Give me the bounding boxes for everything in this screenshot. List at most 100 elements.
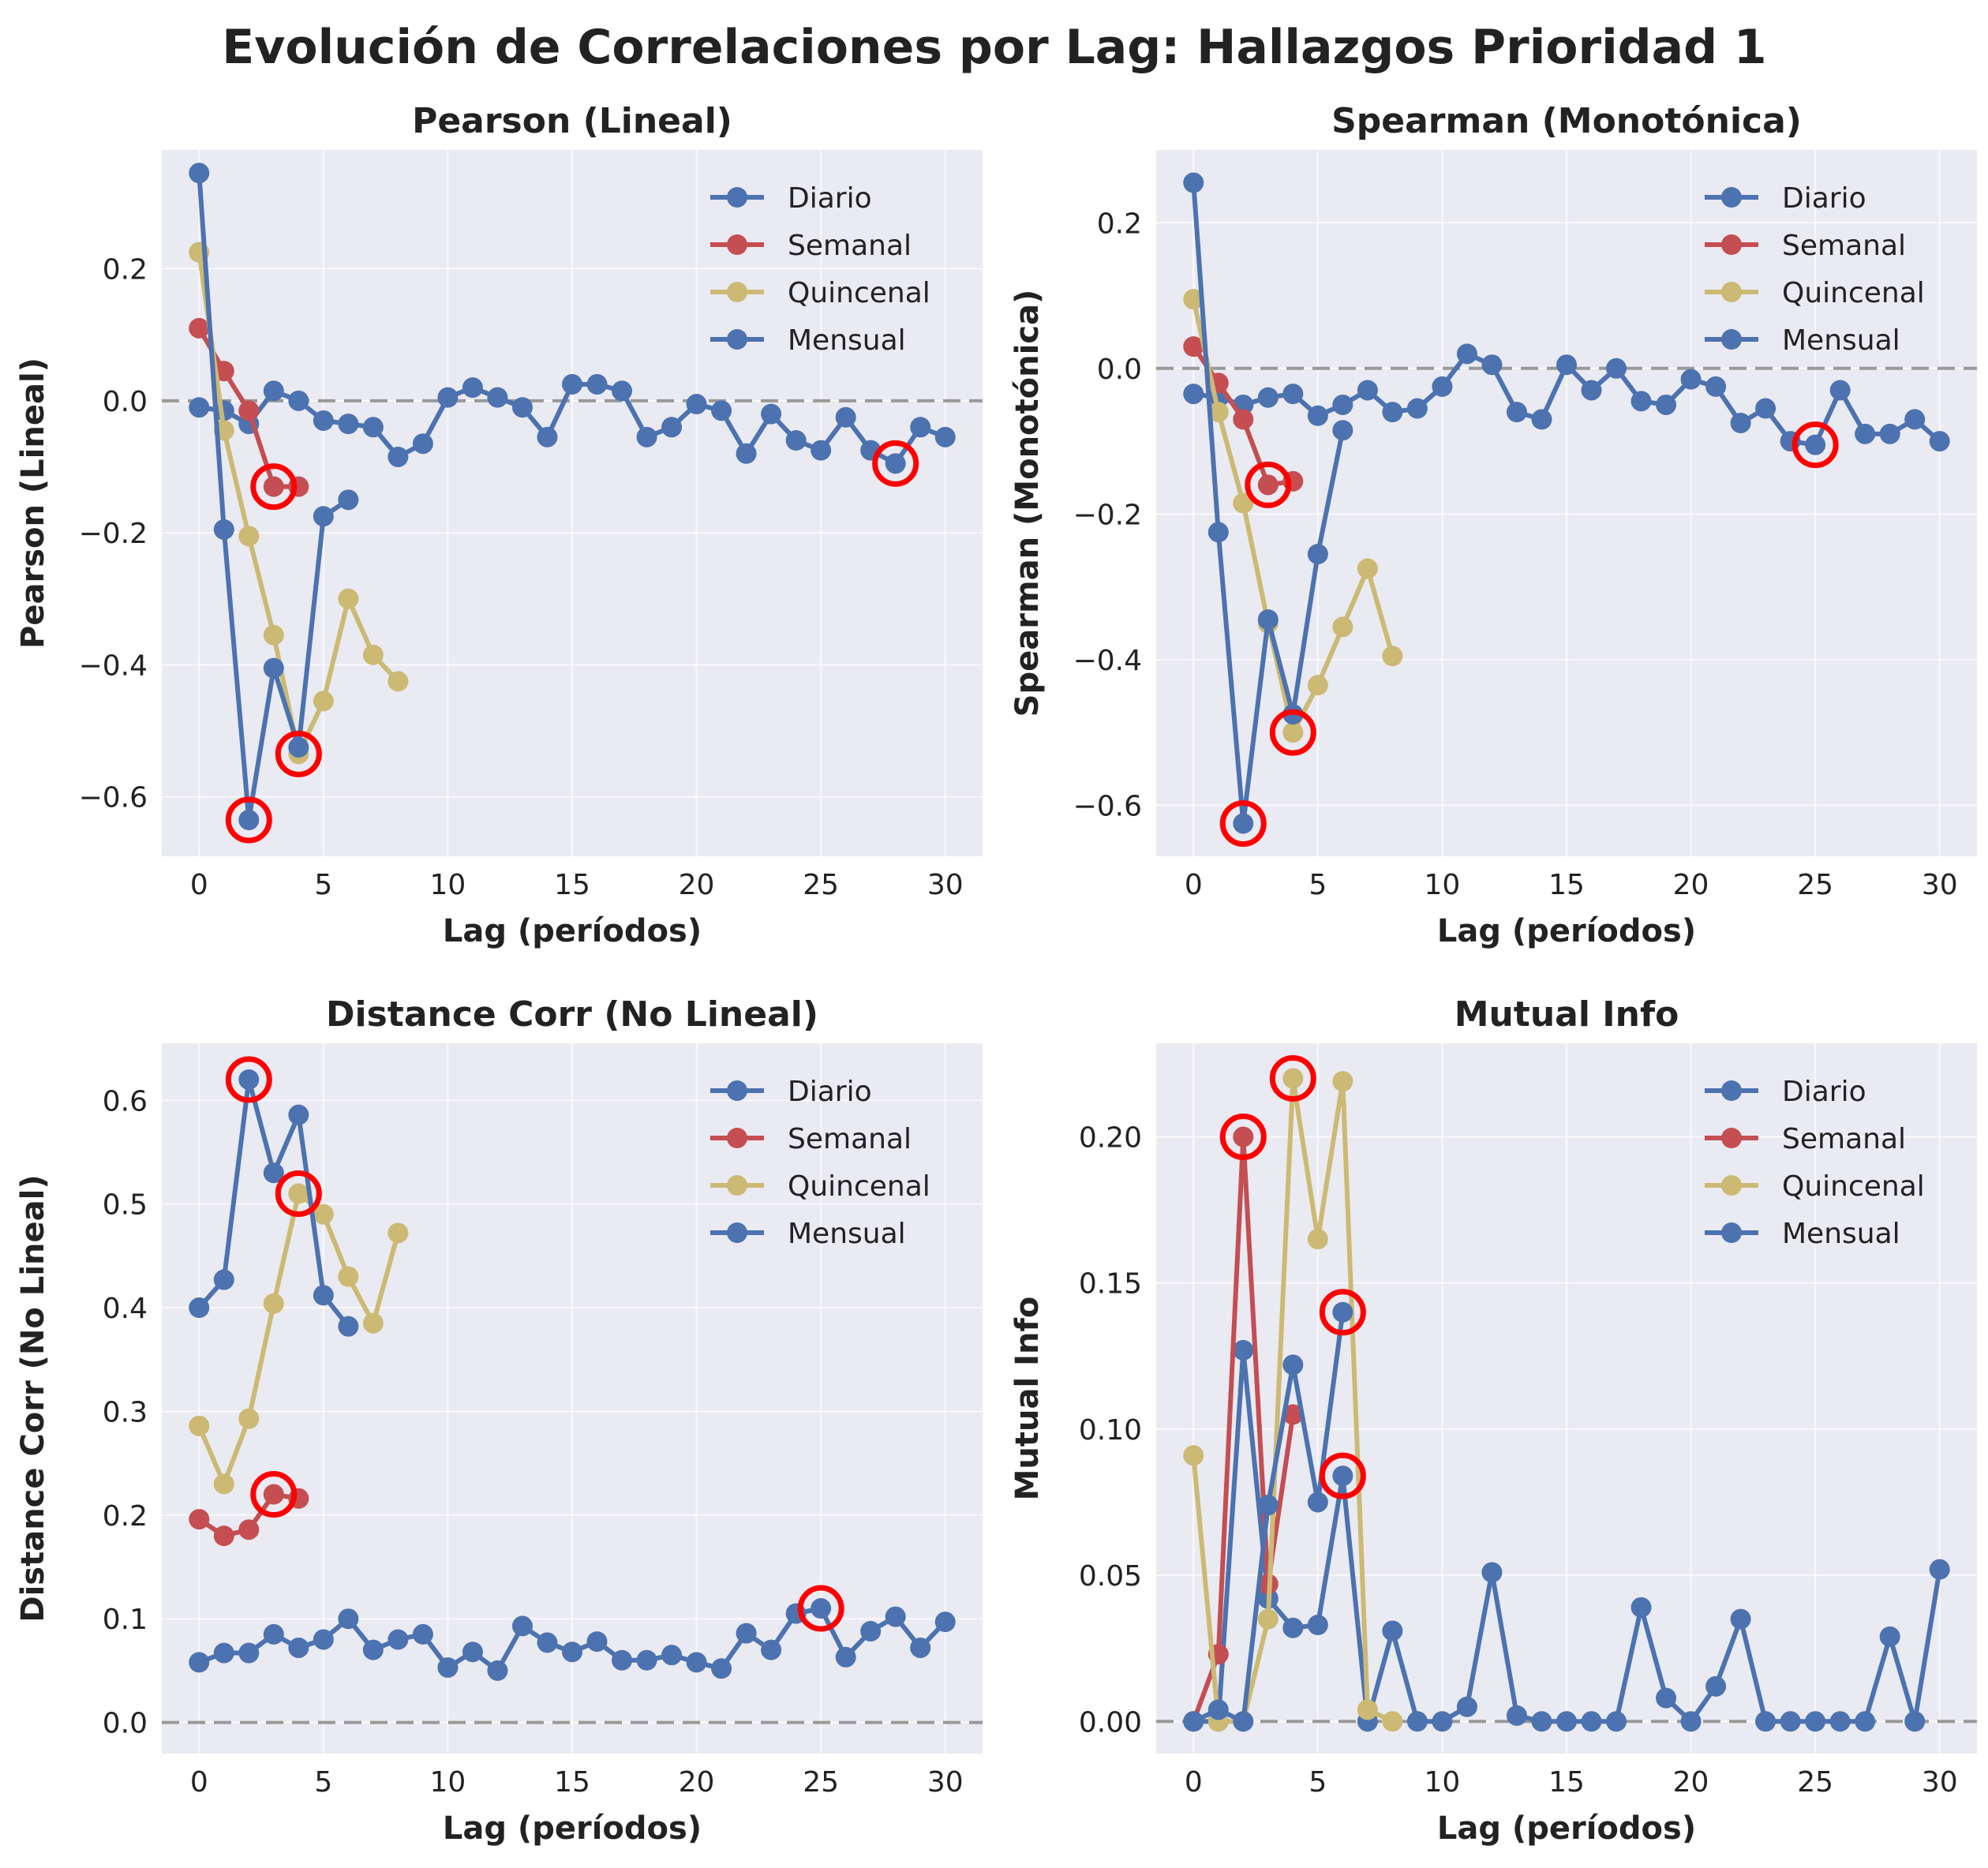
data-point <box>1332 1301 1353 1323</box>
x-tick-label: 15 <box>1548 869 1585 901</box>
legend-marker <box>727 234 747 255</box>
x-tick-label: 10 <box>430 1766 466 1799</box>
data-point <box>1382 1620 1403 1642</box>
data-point <box>1630 1597 1652 1618</box>
data-point <box>511 397 533 418</box>
data-point <box>213 1642 234 1664</box>
data-point <box>462 1642 483 1663</box>
data-point <box>238 1408 260 1429</box>
legend-marker <box>1721 1128 1742 1148</box>
x-tick-label: 5 <box>314 1766 332 1799</box>
legend-marker <box>727 1175 747 1196</box>
figure-suptitle: Evolución de Correlaciones por Lag: Hall… <box>222 20 1766 75</box>
data-point <box>811 1598 832 1619</box>
data-point <box>1531 1711 1552 1732</box>
x-tick-label: 30 <box>927 869 964 901</box>
x-axis-label: Lag (períodos) <box>443 1810 702 1847</box>
data-point <box>238 1519 260 1540</box>
x-tick-label: 20 <box>1673 869 1709 901</box>
data-point <box>1257 1495 1279 1516</box>
data-point <box>487 1660 508 1681</box>
data-point <box>537 1632 558 1653</box>
data-point <box>263 1162 284 1184</box>
y-tick-label: 0.20 <box>1079 1122 1142 1155</box>
data-point <box>213 361 234 382</box>
data-point <box>1257 474 1279 496</box>
data-point <box>1531 409 1552 430</box>
data-point <box>1233 409 1254 430</box>
data-point <box>1581 380 1602 401</box>
data-point <box>1183 1711 1204 1732</box>
data-point <box>736 443 757 464</box>
data-point <box>1282 384 1304 405</box>
legend: Diario Semanal Quincenal Mensual <box>1705 1076 1925 1250</box>
data-point <box>1207 522 1229 543</box>
x-tick-label: 20 <box>679 869 715 901</box>
data-point <box>238 809 260 830</box>
x-axis-label: Lag (períodos) <box>1437 1810 1696 1847</box>
data-point <box>1282 1068 1304 1089</box>
data-point <box>1282 1354 1304 1376</box>
legend-label: Diario <box>1782 1076 1866 1108</box>
data-point <box>885 1606 906 1627</box>
data-point <box>263 1293 284 1314</box>
data-point <box>1879 1626 1900 1647</box>
x-tick-label: 10 <box>430 869 466 901</box>
y-tick-label: −0.6 <box>79 782 148 814</box>
data-point <box>1282 1617 1304 1638</box>
data-point <box>1257 1608 1279 1630</box>
data-point <box>487 387 508 408</box>
x-tick-label: 15 <box>1548 1766 1585 1799</box>
data-point <box>1680 1711 1702 1732</box>
data-point <box>636 1649 657 1671</box>
legend-marker <box>727 282 747 302</box>
legend-label: Diario <box>788 1076 872 1108</box>
y-tick-label: 0.15 <box>1079 1268 1142 1301</box>
series-diario <box>1183 343 1950 455</box>
y-tick-label: −0.2 <box>79 518 148 550</box>
data-point <box>1406 1711 1428 1732</box>
data-point <box>437 387 459 408</box>
data-point <box>1755 398 1776 419</box>
legend-label: Semanal <box>1782 230 1906 262</box>
data-point <box>238 1069 260 1090</box>
panel-title: Pearson (Lineal) <box>412 101 732 141</box>
x-tick-label: 0 <box>1185 869 1203 901</box>
data-point <box>1183 172 1204 193</box>
y-axis-label: Spearman (Monotónica) <box>1009 290 1046 717</box>
data-point <box>288 390 309 411</box>
legend-marker <box>727 1080 747 1101</box>
data-point <box>338 1316 359 1337</box>
x-tick-label: 0 <box>1185 1766 1203 1799</box>
panel-4: 0 5 10 15 20 25 30 0.00 0.05 0.10 0.15 0.20 Lag (per… <box>1009 994 1977 1847</box>
y-axis-label: Mutual Info <box>1009 1297 1046 1501</box>
data-point <box>189 1415 210 1436</box>
legend-label: Quincenal <box>788 277 930 309</box>
highlight-ring <box>1269 709 1316 756</box>
highlight-ring <box>797 1585 844 1632</box>
panel-title: Distance Corr (No Lineal) <box>326 994 818 1035</box>
data-point <box>338 1608 359 1630</box>
data-point <box>1307 1615 1328 1636</box>
data-point <box>1805 434 1826 455</box>
data-point <box>1183 289 1204 310</box>
series-mensual <box>189 1069 359 1337</box>
data-point <box>1855 1711 1876 1732</box>
data-point <box>612 1649 633 1671</box>
legend-marker <box>727 187 747 208</box>
data-point <box>387 1222 409 1244</box>
data-point <box>934 426 956 447</box>
data-point <box>1904 1711 1926 1732</box>
data-point <box>362 1639 384 1660</box>
data-point <box>511 1615 533 1637</box>
data-point <box>661 417 683 438</box>
data-point <box>338 489 359 511</box>
data-point <box>1233 1711 1254 1732</box>
data-point <box>885 453 906 474</box>
data-point <box>1929 1559 1950 1580</box>
highlight-ring <box>275 1170 322 1218</box>
data-point <box>636 426 657 447</box>
data-point <box>263 657 284 679</box>
data-point <box>910 417 931 438</box>
